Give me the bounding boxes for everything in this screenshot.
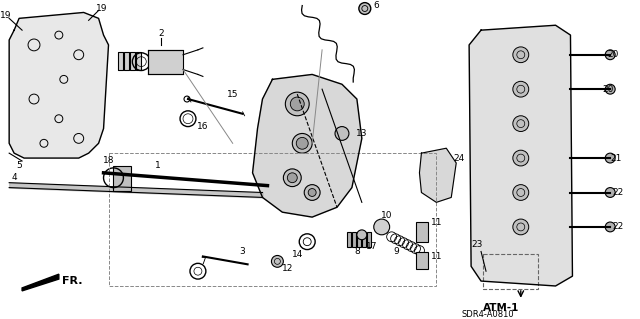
Polygon shape	[419, 148, 456, 202]
Circle shape	[285, 92, 309, 116]
Circle shape	[287, 173, 297, 183]
Circle shape	[513, 219, 529, 235]
Circle shape	[292, 133, 312, 153]
Text: 17: 17	[366, 242, 378, 251]
Text: 3: 3	[240, 247, 246, 256]
Bar	[124, 52, 129, 70]
Text: 18: 18	[103, 156, 115, 165]
Circle shape	[605, 188, 615, 197]
Bar	[352, 232, 356, 247]
Circle shape	[357, 230, 367, 240]
Text: 4: 4	[12, 173, 17, 182]
Circle shape	[359, 3, 371, 14]
Bar	[118, 52, 124, 70]
Bar	[131, 52, 135, 70]
Text: 22: 22	[612, 188, 624, 197]
Bar	[113, 166, 131, 190]
Polygon shape	[469, 25, 572, 286]
Polygon shape	[9, 12, 109, 158]
Text: 19: 19	[96, 4, 108, 13]
Text: 23: 23	[472, 240, 483, 249]
Polygon shape	[22, 274, 59, 291]
Circle shape	[513, 47, 529, 63]
Circle shape	[605, 84, 615, 94]
Bar	[357, 232, 361, 247]
Text: 9: 9	[394, 247, 399, 256]
Circle shape	[308, 189, 316, 197]
Circle shape	[605, 222, 615, 232]
Text: 6: 6	[374, 1, 380, 10]
Text: 1: 1	[156, 161, 161, 170]
Text: 13: 13	[356, 129, 367, 138]
Text: 14: 14	[292, 250, 303, 259]
Bar	[367, 232, 371, 247]
Circle shape	[296, 137, 308, 149]
Text: FR.: FR.	[62, 276, 83, 286]
Circle shape	[605, 153, 615, 163]
Text: 24: 24	[454, 153, 465, 163]
Bar	[347, 232, 351, 247]
Circle shape	[513, 81, 529, 97]
Text: 16: 16	[197, 122, 209, 131]
Text: 19: 19	[1, 11, 12, 20]
Text: 20: 20	[607, 50, 619, 59]
Bar	[118, 52, 124, 70]
Text: 20: 20	[602, 85, 614, 94]
Circle shape	[513, 150, 529, 166]
Bar	[136, 52, 141, 70]
Text: 7: 7	[200, 257, 206, 266]
Text: 11: 11	[431, 218, 442, 226]
Bar	[417, 222, 428, 242]
Circle shape	[513, 185, 529, 200]
Circle shape	[291, 97, 304, 111]
Bar	[148, 50, 183, 74]
Text: 2: 2	[158, 29, 164, 38]
Bar	[362, 232, 366, 247]
Circle shape	[284, 169, 301, 187]
Text: SDR4-A0810: SDR4-A0810	[461, 310, 515, 319]
Text: 5: 5	[16, 161, 22, 170]
Circle shape	[513, 116, 529, 131]
Circle shape	[374, 219, 390, 235]
Circle shape	[605, 50, 615, 60]
Bar	[124, 52, 129, 70]
Text: 8: 8	[354, 247, 360, 256]
Polygon shape	[253, 74, 362, 217]
Bar	[109, 153, 436, 286]
Bar	[131, 52, 135, 70]
Text: 12: 12	[282, 264, 293, 273]
Bar	[483, 255, 538, 289]
Circle shape	[335, 127, 349, 140]
Text: ATM-1: ATM-1	[483, 303, 519, 313]
Text: 22: 22	[612, 222, 624, 232]
Bar	[417, 252, 428, 269]
Circle shape	[271, 256, 284, 267]
Text: 10: 10	[381, 211, 392, 219]
Text: 15: 15	[227, 90, 239, 99]
Bar	[136, 52, 141, 70]
Text: 11: 11	[431, 252, 442, 261]
Circle shape	[304, 185, 320, 200]
Text: 21: 21	[611, 153, 622, 163]
